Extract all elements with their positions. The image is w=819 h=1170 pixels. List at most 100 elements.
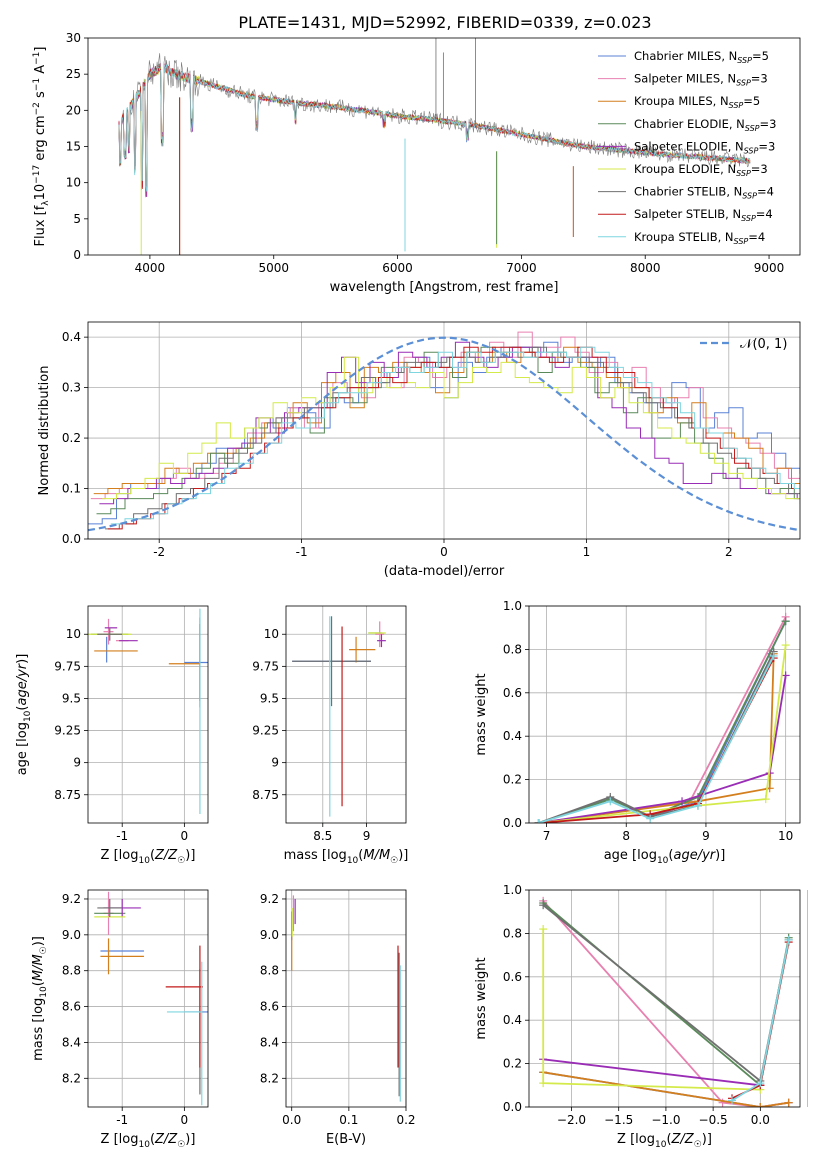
x-tick-label: 0.1 [339, 1113, 358, 1127]
ticks: -2 -1 0 1 2 0.0 0.1 0.2 0.3 0.4 [62, 330, 733, 559]
y-tick-label: 10 [66, 627, 81, 641]
y-tick-label: 9 [271, 756, 279, 770]
legend-entry: Chabrier MILES, NSSP=5 [634, 49, 769, 65]
ticks: −2.0 −1.5 −1.0 −0.5 0.0 0.0 0.2 0.4 0.6 0.8 1.0 [503, 883, 770, 1127]
y-axis-label: Normed distribution [37, 366, 52, 496]
histogram-series [99, 341, 800, 505]
y-tick-label: 9.5 [260, 691, 279, 705]
y-tick-label: 8.4 [62, 1035, 81, 1049]
x-tick-label: −0.5 [699, 1113, 728, 1127]
x-tick-label: 8 [622, 829, 630, 843]
weight-marker [693, 801, 702, 810]
y-tick-label: 0 [73, 248, 81, 262]
weight-series [543, 1058, 761, 1087]
x-tick-label: 8.5 [313, 829, 332, 843]
y-axis-label: mass [log10(M/M☉)] [31, 936, 49, 1061]
x-tick-label: -1 [116, 1113, 128, 1127]
x-axis-label: E(B-V) [326, 1132, 366, 1147]
x-tick-label: 7000 [506, 261, 537, 275]
weight-marker [756, 1079, 765, 1088]
weight-series [538, 653, 775, 823]
axes-massweight-vs-Z: −2.0 −1.5 −1.0 −0.5 0.0 0.0 0.2 0.4 0.6 0.8 1.0 Z [… [474, 883, 808, 1150]
ticks: 0.0 0.1 0.2 8.2 8.4 8.6 8.8 9.0 9.2 [260, 892, 416, 1127]
y-tick-label: 8.4 [260, 1035, 279, 1049]
weight-marker [769, 651, 778, 660]
weight-marker [534, 819, 543, 823]
y-tick-label: 9.25 [252, 724, 279, 738]
y-tick-label: 0.6 [503, 970, 522, 984]
y-tick-label: 25 [66, 67, 81, 81]
axes-frame [87, 889, 209, 1108]
legend-entry: Chabrier ELODIE, NSSP=3 [634, 117, 776, 133]
spectrum-line [118, 64, 751, 192]
x-tick-label: 5000 [258, 261, 289, 275]
y-tick-label: 9.25 [54, 724, 81, 738]
weight-marker [728, 1096, 737, 1105]
axes-frame [87, 605, 209, 824]
histogram-series [90, 331, 800, 500]
y-axis-label: age [log10(age/yr)] [15, 654, 33, 776]
y-tick-label: 0.4 [503, 1013, 522, 1027]
plot-content [539, 896, 793, 1107]
legend-entry: Salpeter MILES, NSSP=3 [634, 72, 768, 88]
weight-marker [784, 1098, 793, 1107]
x-axis-label: Z [log10(Z/Z☉)] [617, 1132, 712, 1150]
axes-frame [528, 605, 801, 824]
y-tick-label: 20 [66, 103, 81, 117]
weight-marker [539, 901, 548, 910]
weight-marker [606, 797, 615, 806]
histogram-series [107, 346, 800, 530]
y-tick-label: 9.75 [252, 659, 279, 673]
x-axis-label: age [log10(age/yr)] [604, 848, 726, 866]
weight-marker [761, 795, 770, 804]
y-axis-label: Flux [fλ10−17 erg cm−2 s−1 A−1] [32, 47, 51, 247]
weight-marker [718, 1098, 727, 1107]
legend-entry: Kroupa STELIB, NSSP=4 [634, 230, 765, 246]
y-tick-label: 0.2 [62, 431, 81, 445]
x-tick-label: 0 [181, 829, 189, 843]
x-tick-label: -1 [296, 545, 308, 559]
error-bar-point [292, 616, 371, 707]
plot-content [534, 612, 790, 823]
weight-series [538, 675, 787, 823]
x-tick-label: −2.0 [557, 1113, 586, 1127]
y-tick-label: 8.8 [260, 964, 279, 978]
y-tick-label: 10 [264, 627, 279, 641]
y-tick-label: 9.0 [62, 928, 81, 942]
y-tick-label: 8.8 [62, 964, 81, 978]
y-tick-label: 0.8 [503, 642, 522, 656]
legend-entry: Salpeter STELIB, NSSP=4 [634, 207, 773, 223]
y-tick-label: 15 [66, 140, 81, 154]
plot-content [94, 891, 208, 1106]
error-bar-point [97, 898, 123, 917]
y-tick-label: 9.2 [260, 892, 279, 906]
x-tick-label: 0 [440, 545, 448, 559]
weight-marker [784, 935, 793, 944]
plot-content [88, 608, 208, 815]
legend: Chabrier MILES, NSSP=5 Salpeter MILES, NS… [598, 49, 776, 246]
x-tick-label: −1.5 [604, 1113, 633, 1127]
y-tick-label: 8.75 [54, 788, 81, 802]
y-tick-label: 0.2 [503, 773, 522, 787]
y-tick-label: 0.4 [62, 330, 81, 344]
x-tick-label: 0.2 [396, 1113, 415, 1127]
y-axis-label: mass weight [474, 673, 489, 755]
axes-age-vs-mass: 8.5 9 8.75 9 9.25 9.5 9.75 10 mass [log10(M/M☉)] [252, 605, 408, 866]
error-bar-point [103, 618, 114, 645]
y-tick-label: 0.4 [503, 729, 522, 743]
y-tick-label: 0.6 [503, 686, 522, 700]
gridlines [286, 606, 406, 823]
axes-mass-vs-Z: -1 0 8.2 8.4 8.6 8.8 9.0 9.2 Z [log10(Z/Z☉)] mass… [31, 889, 209, 1150]
x-tick-label: 0.0 [282, 1113, 301, 1127]
y-tick-label: 10 [66, 176, 81, 190]
ticks: 4000 5000 6000 7000 8000 9000 0 5 10 15 20 25 30 [66, 31, 785, 275]
y-tick-label: 9.2 [62, 892, 81, 906]
axes-frame [528, 889, 801, 1108]
x-tick-label: 0.0 [751, 1113, 770, 1127]
y-tick-label: 9.0 [260, 928, 279, 942]
y-tick-label: 5 [73, 212, 81, 226]
x-tick-label: 7 [543, 829, 551, 843]
axes-massweight-vs-age: 7 8 9 10 0.0 0.2 0.4 0.6 0.8 1.0 age [log10(age/yr… [474, 599, 801, 866]
